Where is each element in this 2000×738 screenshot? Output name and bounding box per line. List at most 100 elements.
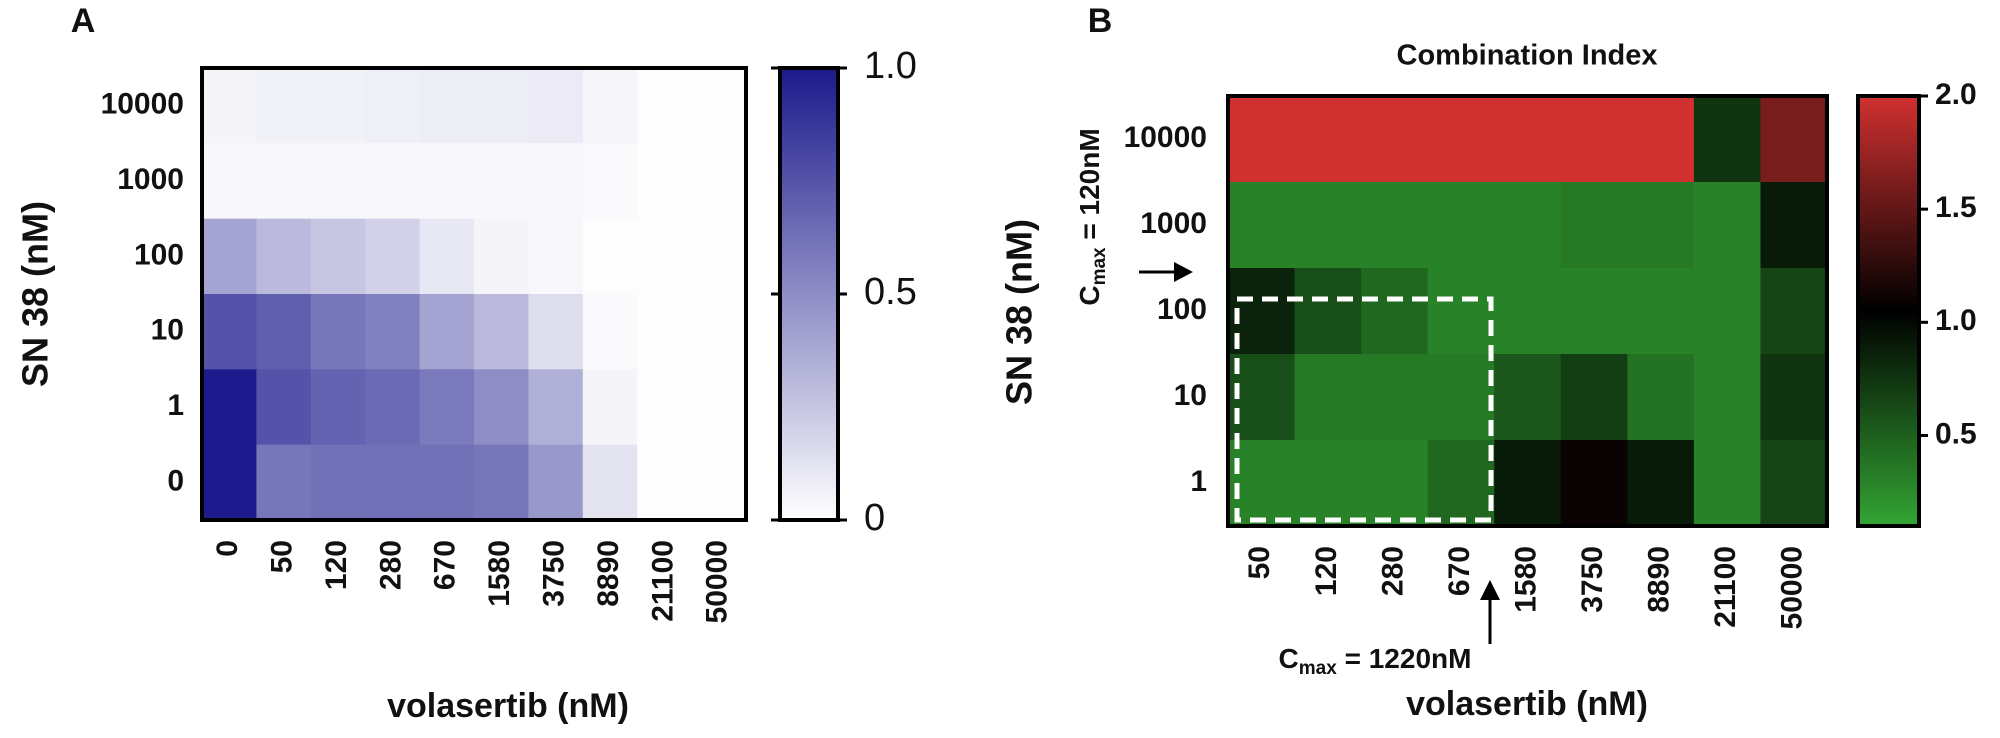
heatmap-cell <box>1560 354 1628 441</box>
heatmap-cell <box>1760 96 1828 183</box>
heatmap-cell <box>637 68 693 144</box>
plot-frame <box>200 66 748 522</box>
heatmap-cell <box>1294 182 1362 269</box>
heatmap-cell <box>1494 96 1562 183</box>
heatmap-cell <box>1760 182 1828 269</box>
heatmap-cell <box>1427 354 1495 441</box>
x-tick-label: 280 <box>374 540 407 590</box>
heatmap-cell <box>419 68 475 144</box>
heatmap-cell <box>1627 440 1695 527</box>
colorbar <box>1856 94 1921 528</box>
heatmap-cell <box>528 294 584 370</box>
annotation: Cmax = 120nM <box>1074 128 1110 305</box>
heatmap-cell <box>419 294 475 370</box>
heatmap-cell <box>1693 354 1761 441</box>
y-tick-label: 10000 <box>101 88 184 121</box>
heatmap-cell <box>365 369 421 446</box>
y-tick-label: 10 <box>1174 379 1207 412</box>
heatmap-cell <box>528 369 584 446</box>
heatmap-cell <box>1560 96 1628 183</box>
y-tick-label: 1000 <box>1140 207 1207 240</box>
x-tick-label: 50000 <box>1776 546 1809 629</box>
heatmap-cell <box>582 143 638 220</box>
heatmap-cell <box>365 218 421 295</box>
heatmap-cell <box>474 68 529 144</box>
heatmap-cell <box>582 369 638 446</box>
annotation-text: C <box>1074 285 1105 305</box>
heatmap-cell <box>1361 268 1429 355</box>
heatmap-cell <box>1427 268 1495 355</box>
heatmap-cell <box>256 68 312 144</box>
annotation-subscript: max <box>1299 658 1337 679</box>
heatmap-cell <box>1760 268 1828 355</box>
heatmap-cell <box>310 218 366 295</box>
heatmap-cell <box>582 294 638 370</box>
heatmap-cell <box>419 143 475 220</box>
annotation: Cmax = 1220nM <box>1279 643 1472 679</box>
panel-label: A <box>71 2 96 40</box>
heatmap-cell <box>365 143 421 220</box>
heatmap-cell <box>528 68 584 144</box>
heatmap-cell <box>365 294 421 370</box>
arrowhead <box>1174 262 1193 282</box>
heatmap-cell <box>1361 182 1429 269</box>
heatmap-cell <box>202 444 257 521</box>
x-tick-label: 0 <box>211 540 244 557</box>
heatmap-cell <box>310 444 366 521</box>
x-tick-label: 50 <box>266 540 299 573</box>
y-tick-label: 100 <box>1157 293 1207 326</box>
heatmap-cell <box>1361 354 1429 441</box>
heatmap-cell <box>582 218 638 295</box>
heatmap-cell <box>1627 182 1695 269</box>
heatmap-cell <box>1294 354 1362 441</box>
x-tick-label: 670 <box>429 540 462 590</box>
colorbar-tick-label: 0.5 <box>864 271 917 313</box>
heatmap-cell <box>474 369 529 446</box>
colorbar-tick-label: 2.0 <box>1935 78 1977 111</box>
x-tick-label: 50000 <box>701 540 734 623</box>
panel-label: B <box>1088 2 1113 40</box>
y-tick-label: 1 <box>1190 465 1207 498</box>
heatmap-cell <box>582 68 638 144</box>
heatmap-cell <box>582 444 638 521</box>
chart-title: Combination Index <box>1397 40 1658 72</box>
heatmap-cell <box>691 369 747 446</box>
heatmap-cell <box>1494 182 1562 269</box>
heatmap-cell <box>202 369 257 446</box>
arrowhead <box>1480 580 1500 600</box>
heatmap-cell <box>1494 268 1562 355</box>
heatmap-cell <box>256 218 312 295</box>
heatmap-cell <box>310 68 366 144</box>
heatmap-cell <box>691 143 747 220</box>
colorbar-tick-label: 1.5 <box>1935 191 1977 224</box>
dashed-box <box>1234 296 1494 523</box>
heatmap-cell <box>202 294 257 370</box>
heatmap-cell <box>691 218 747 295</box>
y-tick-label: 10 <box>151 314 184 347</box>
heatmap-cell <box>419 218 475 295</box>
heatmap-cell <box>1294 268 1362 355</box>
heatmap-cell <box>1361 96 1429 183</box>
heatmap-cell <box>1627 268 1695 355</box>
x-tick-label: 21100 <box>1709 546 1742 628</box>
heatmap-cell <box>310 294 366 370</box>
heatmap-cell <box>1627 96 1695 183</box>
heatmap-cells <box>1228 96 1828 527</box>
heatmap-cell <box>1760 440 1828 527</box>
x-axis-label: volasertib (nM) <box>1406 685 1648 723</box>
annotation-subscript: max <box>1089 247 1110 285</box>
heatmap-cell <box>637 294 693 370</box>
x-tick-label: 1580 <box>483 540 516 607</box>
heatmap-cell <box>1294 440 1362 527</box>
heatmap-cell <box>202 218 257 295</box>
y-tick-label: 1 <box>167 389 184 422</box>
heatmap-cell <box>1560 268 1628 355</box>
heatmap-cell <box>691 68 747 144</box>
heatmap-cell <box>474 143 529 220</box>
heatmap-cell <box>528 444 584 521</box>
heatmap-cell <box>637 369 693 446</box>
heatmap-cell <box>637 218 693 295</box>
heatmap-cell <box>202 143 257 220</box>
y-tick-label: 100 <box>134 238 184 271</box>
